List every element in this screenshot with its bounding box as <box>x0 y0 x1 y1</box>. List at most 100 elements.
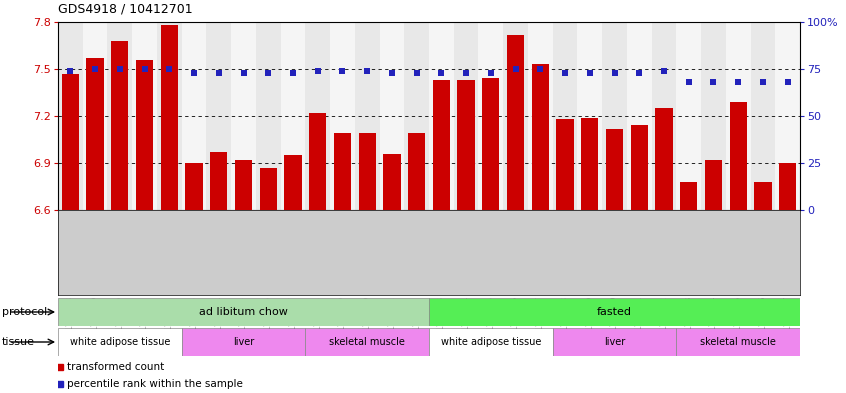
Bar <box>581 118 598 210</box>
Text: white adipose tissue: white adipose tissue <box>441 337 541 347</box>
Bar <box>627 22 651 210</box>
Bar <box>726 22 750 210</box>
Bar <box>136 60 153 210</box>
Point <box>484 70 497 76</box>
Text: transformed count: transformed count <box>67 362 164 372</box>
Bar <box>507 35 525 210</box>
Text: protocol: protocol <box>2 307 47 317</box>
Bar <box>779 163 796 210</box>
Bar <box>206 22 231 210</box>
Point <box>63 68 77 74</box>
Bar <box>482 78 499 210</box>
Bar <box>750 22 775 210</box>
Bar <box>676 22 701 210</box>
Bar <box>161 25 178 210</box>
Bar <box>83 22 107 210</box>
Bar <box>656 108 673 210</box>
Bar <box>157 22 182 210</box>
Bar <box>775 22 800 210</box>
Bar <box>305 328 429 356</box>
Point <box>187 70 201 76</box>
Point <box>138 66 151 72</box>
Point <box>237 70 250 76</box>
Bar <box>630 125 648 210</box>
Bar <box>680 182 697 210</box>
Bar <box>503 22 528 210</box>
Bar <box>432 80 450 210</box>
Bar <box>255 22 281 210</box>
Point <box>459 70 473 76</box>
Text: GDS4918 / 10412701: GDS4918 / 10412701 <box>58 2 193 15</box>
Point <box>607 70 621 76</box>
Bar <box>210 152 228 210</box>
Bar <box>701 22 726 210</box>
Bar <box>231 22 255 210</box>
Bar <box>408 133 426 210</box>
Bar <box>107 22 132 210</box>
Bar <box>651 22 676 210</box>
Bar <box>404 22 429 210</box>
Bar <box>578 22 602 210</box>
Point <box>113 66 127 72</box>
Bar <box>429 22 453 210</box>
Bar <box>729 102 747 210</box>
Text: skeletal muscle: skeletal muscle <box>700 337 776 347</box>
Bar <box>305 22 330 210</box>
Point <box>212 70 226 76</box>
Point <box>657 68 671 74</box>
Point <box>311 68 325 74</box>
Bar <box>705 160 722 210</box>
Point <box>706 79 720 85</box>
Text: fasted: fasted <box>597 307 632 317</box>
Bar <box>86 58 104 210</box>
Point <box>435 70 448 76</box>
Point <box>286 70 299 76</box>
Bar <box>479 22 503 210</box>
Bar <box>383 154 400 210</box>
Bar <box>281 22 305 210</box>
Bar <box>453 22 479 210</box>
Point <box>682 79 695 85</box>
Point <box>756 79 770 85</box>
Text: skeletal muscle: skeletal muscle <box>329 337 405 347</box>
Bar <box>606 129 624 210</box>
Bar <box>429 328 552 356</box>
Bar <box>284 155 302 210</box>
Bar <box>111 41 129 210</box>
Bar <box>58 22 83 210</box>
Bar <box>552 328 676 356</box>
Point <box>633 70 646 76</box>
Bar <box>182 328 305 356</box>
Point <box>409 70 423 76</box>
Text: percentile rank within the sample: percentile rank within the sample <box>67 379 243 389</box>
Point <box>360 68 374 74</box>
Point <box>781 79 794 85</box>
Bar <box>62 74 79 210</box>
Point <box>558 70 572 76</box>
Bar <box>380 22 404 210</box>
Bar <box>58 328 182 356</box>
Point <box>261 70 275 76</box>
Bar <box>132 22 157 210</box>
Bar <box>260 168 277 210</box>
Bar <box>429 298 800 326</box>
Bar <box>309 113 327 210</box>
Text: white adipose tissue: white adipose tissue <box>69 337 170 347</box>
Point <box>336 68 349 74</box>
Bar <box>458 80 475 210</box>
Point <box>162 66 176 72</box>
Bar <box>602 22 627 210</box>
Bar <box>359 133 376 210</box>
Point <box>385 70 398 76</box>
Bar <box>235 160 252 210</box>
Bar <box>755 182 772 210</box>
Bar <box>552 22 578 210</box>
Point <box>534 66 547 72</box>
Bar <box>354 22 380 210</box>
Text: ad libitum chow: ad libitum chow <box>199 307 288 317</box>
Point <box>583 70 596 76</box>
Bar <box>182 22 206 210</box>
Bar <box>334 133 351 210</box>
Point <box>508 66 522 72</box>
Point <box>88 66 102 72</box>
